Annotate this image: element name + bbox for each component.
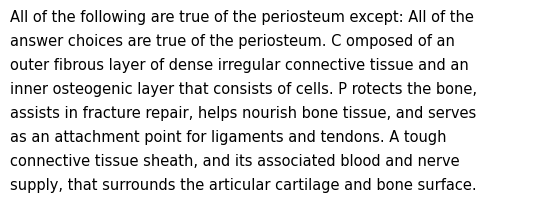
- Text: answer choices are true of the periosteum. C omposed of an: answer choices are true of the periosteu…: [10, 34, 455, 49]
- Text: as an attachment point for ligaments and tendons. A tough: as an attachment point for ligaments and…: [10, 130, 446, 145]
- Text: supply, that surrounds the articular cartilage and bone surface.: supply, that surrounds the articular car…: [10, 178, 477, 193]
- Text: connective tissue sheath, and its associated blood and nerve: connective tissue sheath, and its associ…: [10, 154, 460, 169]
- Text: assists in fracture repair, helps nourish bone tissue, and serves: assists in fracture repair, helps nouris…: [10, 106, 476, 121]
- Text: inner osteogenic layer that consists of cells. P rotects the bone,: inner osteogenic layer that consists of …: [10, 82, 477, 97]
- Text: All of the following are true of the periosteum except: All of the: All of the following are true of the per…: [10, 10, 474, 25]
- Text: outer fibrous layer of dense irregular connective tissue and an: outer fibrous layer of dense irregular c…: [10, 58, 469, 73]
